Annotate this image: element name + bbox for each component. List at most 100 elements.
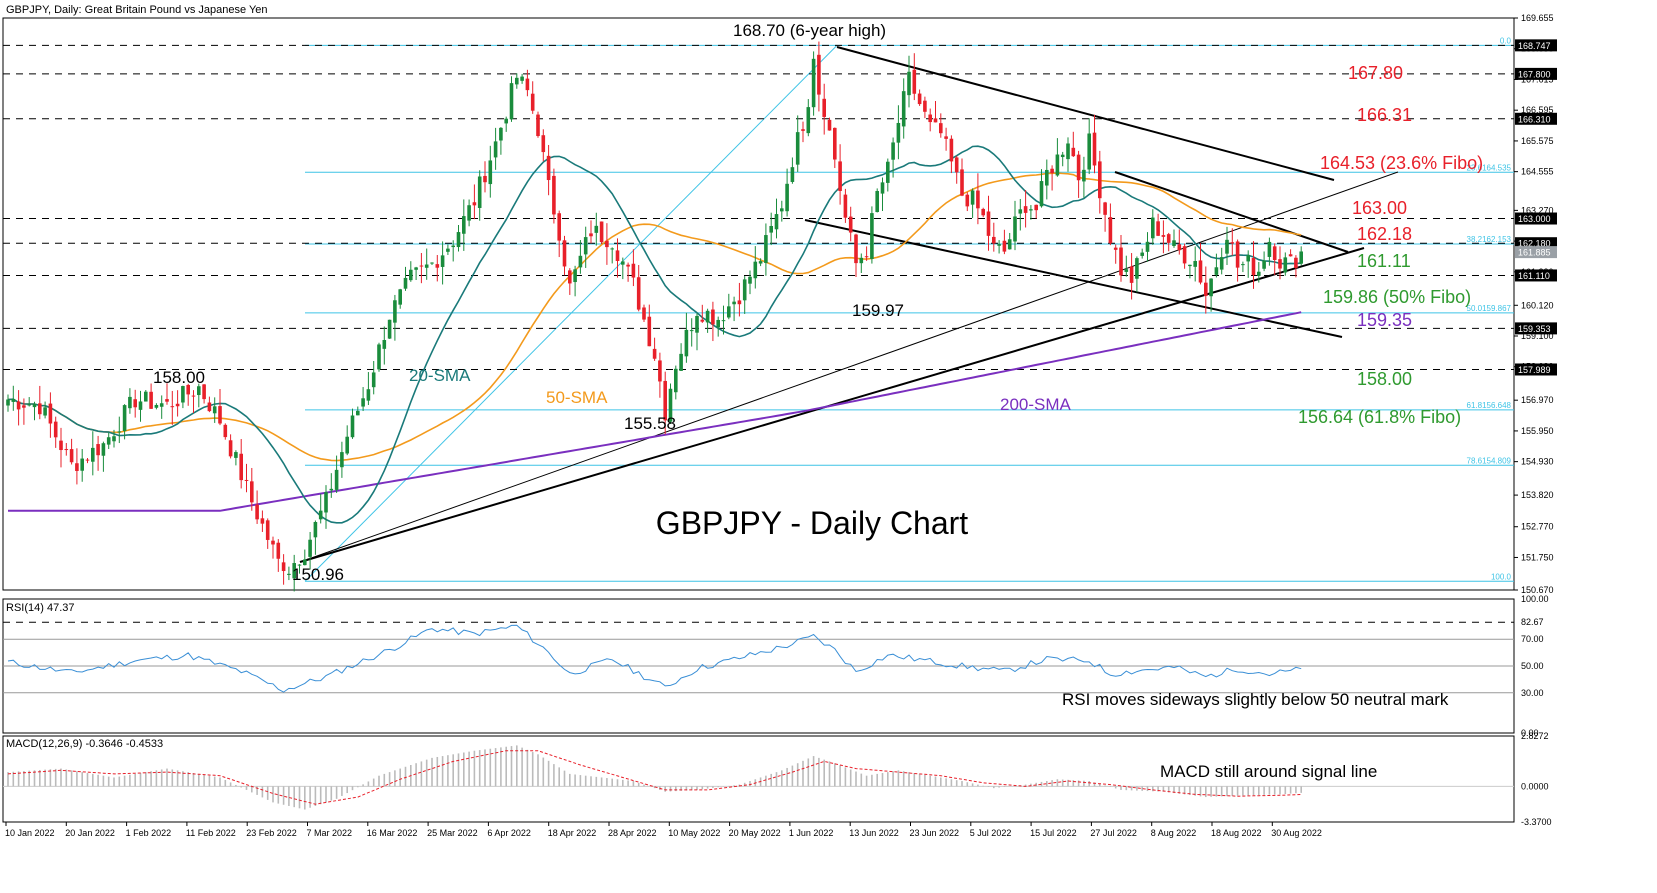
x-tick-label: 18 Aug 2022: [1211, 828, 1262, 838]
candle-body: [1204, 282, 1208, 296]
candle-body: [960, 169, 964, 196]
annotation-159-35: 159.35: [1357, 310, 1412, 330]
candle-body: [1288, 254, 1293, 257]
candle-body: [1209, 278, 1213, 297]
candle-body: [435, 264, 440, 268]
candle-body: [615, 250, 620, 261]
price-tag-label: 157.989: [1518, 365, 1551, 375]
resistance-trendline: [836, 46, 1335, 181]
price-tag-box: [1515, 112, 1557, 125]
candle-body: [679, 353, 683, 371]
candle-body: [271, 540, 275, 545]
fibo-label-0: 0.0: [1500, 36, 1512, 45]
candle-body: [817, 54, 821, 95]
annotation-155-58: 155.58: [624, 414, 676, 433]
candle-body: [207, 402, 212, 412]
candle-body: [1124, 269, 1129, 272]
candle-body: [891, 142, 895, 160]
annotation-150-96: 150.96: [292, 565, 344, 584]
candle-body: [827, 119, 832, 131]
candle-body: [811, 58, 816, 108]
candle-body: [599, 221, 604, 243]
lower-wedge-line: [804, 219, 1343, 338]
y-tick-label: 150.670: [1521, 585, 1554, 595]
fibo-label-6: 100.0: [1491, 572, 1512, 581]
macd-tick-label: 2.8272: [1521, 731, 1549, 741]
candle-body: [923, 100, 927, 112]
candle-body: [80, 458, 84, 471]
candle-body: [175, 403, 180, 407]
rsi-note: RSI moves sideways slightly below 50 neu…: [1062, 690, 1449, 709]
y-tick-label: 152.770: [1521, 522, 1554, 532]
candle-body: [154, 405, 159, 408]
candle-body: [1188, 264, 1192, 267]
candle-body: [785, 183, 789, 212]
candle-body: [467, 205, 471, 221]
x-tick-label: 5 Jul 2022: [970, 828, 1012, 838]
x-tick-label: 27 Jul 2022: [1090, 828, 1137, 838]
candle-body: [1135, 258, 1139, 279]
candle-body: [106, 437, 111, 445]
candle-body: [695, 315, 699, 333]
y-tick-label: 153.820: [1521, 490, 1554, 500]
candle-body: [96, 444, 100, 456]
candle-body: [43, 407, 47, 416]
candle-body: [1299, 251, 1303, 264]
candle-body: [721, 320, 726, 322]
candle-body: [318, 510, 323, 520]
candle-body: [366, 389, 371, 401]
candle-body: [1230, 242, 1235, 244]
macd-panel: [3, 745, 1514, 810]
candle-body: [1119, 247, 1123, 276]
price-tag-box: [1515, 363, 1557, 376]
candle-body: [674, 368, 678, 393]
candle-body: [801, 129, 805, 131]
macd-tick-label: -3.3700: [1521, 817, 1552, 827]
sma-200-line: [8, 311, 1302, 512]
candle-body: [53, 421, 58, 438]
candle-body: [716, 319, 720, 328]
candle-body: [1166, 234, 1171, 243]
x-tick-label: 10 Jan 2022: [5, 828, 55, 838]
candle-body: [350, 415, 355, 438]
candle-body: [398, 289, 402, 305]
x-tick-label: 11 Feb 2022: [186, 828, 236, 838]
candle-body: [472, 202, 477, 206]
candle-body: [727, 306, 731, 318]
candle-body: [191, 395, 196, 397]
horizontal-levels: [3, 44, 1514, 370]
candle-body: [1262, 260, 1266, 269]
chart-watermark: GBPJPY - Daily Chart: [656, 505, 969, 541]
candle-body: [112, 436, 116, 442]
candle-body: [186, 384, 190, 395]
fibo-label-4: 61.8156.648: [1467, 401, 1512, 410]
x-tick-label: 18 Apr 2022: [548, 828, 597, 838]
candle-body: [64, 449, 69, 451]
candle-body: [244, 479, 249, 481]
price-tag-label: 163.000: [1518, 214, 1551, 224]
candle-body: [583, 237, 588, 255]
candle-body: [631, 263, 636, 278]
candle-body: [1283, 257, 1288, 273]
candle-body: [1029, 209, 1033, 211]
fibo-levels: 0.0 23.6164.535 38.2162.153 50.0159.867 61.8…: [304, 36, 1514, 582]
candle-body: [303, 559, 307, 566]
candle-body: [864, 256, 869, 258]
candle-body: [515, 77, 519, 85]
candle-body: [128, 396, 132, 409]
label-20-sma: 20-SMA: [409, 366, 471, 385]
candle-body: [1172, 240, 1176, 246]
candle-body: [1002, 240, 1007, 252]
candle-body: [1156, 221, 1160, 236]
candle-body: [1071, 147, 1076, 157]
candle-body: [875, 190, 879, 213]
candle-body: [446, 248, 450, 252]
candle-body: [594, 225, 599, 233]
candle-body: [1076, 154, 1081, 181]
candle-body: [493, 141, 498, 158]
x-tick-label: 7 Mar 2022: [307, 828, 353, 838]
upper-wedge-line: [1114, 171, 1349, 253]
candle-body: [780, 208, 784, 212]
candle-body: [75, 463, 79, 471]
candle-body: [133, 399, 137, 408]
